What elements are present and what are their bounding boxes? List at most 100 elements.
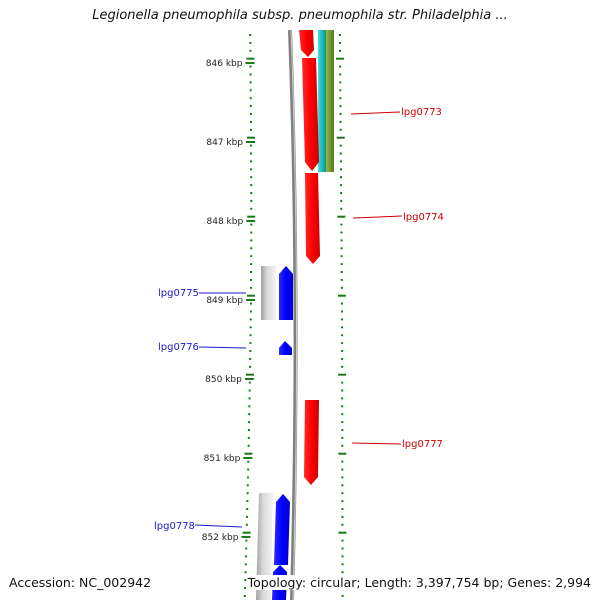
kbp-tick-mark xyxy=(245,62,255,64)
ruler-tick xyxy=(338,373,347,376)
feature-track-cyan[interactable] xyxy=(318,30,326,172)
svg-text:lpg0774: lpg0774 xyxy=(403,212,444,223)
ruler-tick xyxy=(248,389,251,392)
ruler-tick xyxy=(246,484,249,487)
ruler-tick xyxy=(341,302,344,305)
ruler-tick xyxy=(244,555,247,558)
kbp-label: 849 kbp xyxy=(206,296,243,306)
ruler-tick xyxy=(339,120,342,123)
ruler-tick xyxy=(338,531,347,534)
ruler-tick xyxy=(341,381,344,384)
ruler-tick xyxy=(341,460,344,463)
gene-label-lpg0778[interactable]: lpg0778 xyxy=(154,521,243,532)
ruler-tick xyxy=(341,444,344,447)
ruler-tick xyxy=(250,271,253,273)
ruler-tick xyxy=(248,405,251,408)
genome-backbone xyxy=(288,29,298,600)
gene-arrow-lpg0775[interactable] xyxy=(279,266,293,320)
ruler-tick xyxy=(341,421,344,424)
ruler-tick xyxy=(339,144,342,147)
ruler-tick xyxy=(341,389,344,392)
ruler-tick xyxy=(250,144,253,147)
gene-label-lpg0776[interactable]: lpg0776 xyxy=(158,342,247,353)
ruler-tick xyxy=(249,97,252,100)
feature-track-grey-lpg0775[interactable] xyxy=(261,266,276,320)
ruler-tick xyxy=(339,160,342,163)
ruler-tick xyxy=(340,184,343,187)
gene-arrow-lpg0776[interactable] xyxy=(279,341,292,355)
gene-arrow-lpg0777[interactable] xyxy=(304,400,319,485)
ruler-tick xyxy=(249,128,252,131)
ruler-tick xyxy=(341,555,344,558)
ruler-tick xyxy=(340,278,343,281)
ruler-tick xyxy=(250,247,253,250)
svg-text:lpg0778: lpg0778 xyxy=(154,521,195,532)
feature-track-olive[interactable] xyxy=(326,30,334,172)
ruler-tick xyxy=(341,413,344,416)
ruler-tick xyxy=(247,460,250,463)
ruler-tick xyxy=(244,587,247,589)
kbp-label: 851 kbp xyxy=(204,454,241,464)
ruler-tick xyxy=(339,81,342,84)
gene-label-lpg0775[interactable]: lpg0775 xyxy=(158,288,246,299)
ruler-tick xyxy=(341,436,344,439)
ruler-tick xyxy=(341,310,344,313)
ruler-tick xyxy=(250,255,253,258)
svg-text:lpg0777: lpg0777 xyxy=(402,439,443,450)
feature-track-grey-lpg0778[interactable] xyxy=(256,493,273,600)
kbp-scale: 846 kbp 847 kbp 848 kbp 849 kbp 850 kbp 851 k… xyxy=(202,59,256,543)
ruler-tick xyxy=(338,452,347,455)
ruler-tick xyxy=(250,231,253,234)
gene-arrow-lpg0773[interactable] xyxy=(302,58,319,171)
gene-arrow-upstream[interactable] xyxy=(299,30,314,57)
ruler-tick xyxy=(341,318,344,321)
ruler-tick xyxy=(339,73,342,76)
position-ruler-left xyxy=(242,34,256,597)
genome-summary: Topology: circular; Length: 3,397,754 bp… xyxy=(247,575,591,590)
ruler-tick xyxy=(336,136,345,139)
ruler-tick xyxy=(245,539,248,542)
ruler-tick xyxy=(341,342,344,345)
ruler-tick xyxy=(246,515,249,518)
ruler-tick xyxy=(249,334,252,337)
ruler-tick xyxy=(249,302,252,305)
gene-label-lpg0773[interactable]: lpg0773 xyxy=(350,107,442,118)
ruler-tick xyxy=(340,255,343,258)
kbp-tick-mark xyxy=(246,141,256,143)
gene-label-lpg0777[interactable]: lpg0777 xyxy=(351,439,443,450)
ruler-tick xyxy=(246,492,249,495)
ruler-tick xyxy=(247,444,250,447)
ruler-tick xyxy=(340,231,343,234)
ruler-tick xyxy=(339,113,342,115)
ruler-tick xyxy=(341,476,344,479)
ruler-tick xyxy=(341,350,344,352)
gene-arrow-lpg0778[interactable] xyxy=(274,494,290,565)
ruler-tick xyxy=(341,405,344,408)
ruler-tick xyxy=(340,207,343,210)
gene-label-lpg0774[interactable]: lpg0774 xyxy=(352,212,444,223)
ruler-tick xyxy=(337,294,346,297)
ruler-tick xyxy=(250,192,253,194)
ruler-tick xyxy=(340,271,343,273)
gene-arrow-lpg0774[interactable] xyxy=(305,173,320,264)
ruler-tick xyxy=(341,397,344,400)
kbp-tick-mark xyxy=(246,299,255,301)
ruler-tick xyxy=(341,492,344,495)
ruler-tick xyxy=(341,334,344,337)
ruler-tick xyxy=(249,310,252,313)
ruler-tick xyxy=(248,421,251,424)
ruler-tick xyxy=(243,594,246,597)
ruler-tick xyxy=(247,429,250,431)
kbp-tick-mark xyxy=(244,378,254,380)
ruler-tick xyxy=(244,579,247,582)
ruler-tick xyxy=(337,215,346,218)
ruler-tick xyxy=(244,571,247,574)
ruler-tick xyxy=(340,286,343,289)
ruler-tick xyxy=(340,239,343,242)
ruler-tick xyxy=(341,357,344,360)
ruler-tick xyxy=(242,531,251,534)
ruler-tick xyxy=(250,223,253,226)
ruler-tick xyxy=(245,523,248,526)
ruler-tick xyxy=(248,381,251,384)
